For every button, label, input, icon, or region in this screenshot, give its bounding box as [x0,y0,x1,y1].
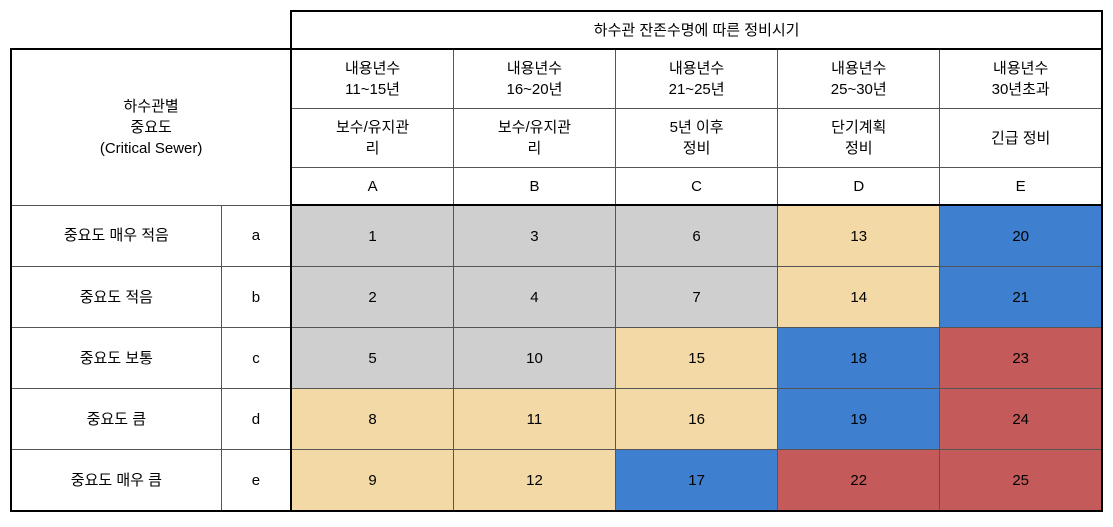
matrix-cell: 9 [291,450,453,512]
matrix-cell: 21 [940,267,1102,328]
col-range: 내용년수11~15년 [291,49,453,109]
row-code: d [221,389,291,450]
sewer-priority-matrix: 하수관 잔존수명에 따른 정비시기하수관별중요도 (Critical Sewer)… [10,10,1103,512]
row-header-line3: (Critical Sewer) [100,140,203,157]
matrix-cell: 13 [778,205,940,267]
col-range: 내용년수25~30년 [778,49,940,109]
blank-cell [11,11,291,49]
row-label: 중요도 보통 [11,328,221,389]
matrix-cell: 4 [453,267,615,328]
matrix-cell: 1 [291,205,453,267]
top-header: 하수관 잔존수명에 따른 정비시기 [291,11,1102,49]
col-action: 보수/유지관리 [291,109,453,168]
row-header-line1: 하수관별 [124,98,179,115]
row-label: 중요도 매우 적음 [11,205,221,267]
row-header-line2: 중요도 [130,119,171,136]
matrix-cell: 15 [616,328,778,389]
matrix-cell: 22 [778,450,940,512]
matrix-cell: 24 [940,389,1102,450]
col-range: 내용년수21~25년 [616,49,778,109]
matrix-cell: 2 [291,267,453,328]
matrix-cell: 16 [616,389,778,450]
row-code: a [221,205,291,267]
col-action: 긴급 정비 [940,109,1102,168]
matrix-cell: 23 [940,328,1102,389]
matrix-cell: 5 [291,328,453,389]
row-code: e [221,450,291,512]
matrix-cell: 18 [778,328,940,389]
row-label: 중요도 큼 [11,389,221,450]
col-action: 단기계획정비 [778,109,940,168]
matrix-cell: 12 [453,450,615,512]
col-action: 보수/유지관리 [453,109,615,168]
matrix-cell: 17 [616,450,778,512]
col-code: E [940,168,1102,206]
matrix-cell: 10 [453,328,615,389]
matrix-cell: 19 [778,389,940,450]
col-code: A [291,168,453,206]
matrix-cell: 8 [291,389,453,450]
row-code: b [221,267,291,328]
col-action: 5년 이후정비 [616,109,778,168]
col-range: 내용년수16~20년 [453,49,615,109]
row-code: c [221,328,291,389]
matrix-cell: 14 [778,267,940,328]
row-header: 하수관별중요도 (Critical Sewer) [11,49,291,205]
col-code: B [453,168,615,206]
matrix-cell: 3 [453,205,615,267]
col-code: C [616,168,778,206]
matrix-cell: 7 [616,267,778,328]
row-label: 중요도 매우 큼 [11,450,221,512]
matrix-cell: 11 [453,389,615,450]
matrix-cell: 25 [940,450,1102,512]
matrix-cell: 6 [616,205,778,267]
col-range: 내용년수30년초과 [940,49,1102,109]
col-code: D [778,168,940,206]
matrix-cell: 20 [940,205,1102,267]
row-label: 중요도 적음 [11,267,221,328]
